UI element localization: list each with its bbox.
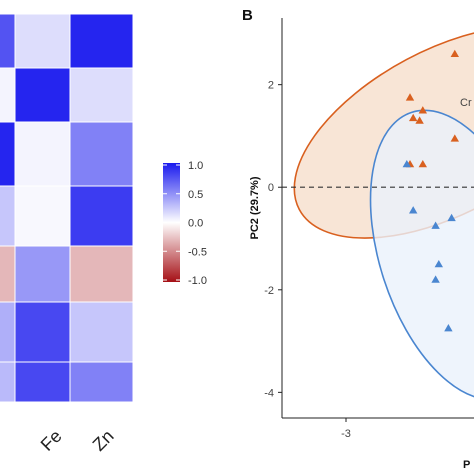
data-point-blue <box>434 259 443 268</box>
colorbar-tick-label: 0.0 <box>188 218 203 230</box>
heatmap-cell <box>69 301 134 363</box>
data-point-orange <box>409 113 418 122</box>
heatmap-cell <box>0 121 16 187</box>
heatmap-cell <box>69 361 134 403</box>
y-axis-title: PC2 (29.7%) <box>249 176 261 239</box>
heatmap-cell <box>69 13 134 69</box>
y-tick-label: 2 <box>268 80 274 92</box>
panel-label-b: B <box>242 7 253 24</box>
correlation-heatmap <box>0 13 134 403</box>
colorbar-tick-label: 0.5 <box>188 189 203 201</box>
heatmap-cell <box>14 67 71 123</box>
heatmap-cell <box>14 301 71 363</box>
heatmap-column-label-fe: Fe <box>37 426 66 455</box>
heatmap-cell <box>0 67 16 123</box>
heatmap-cell <box>0 13 16 69</box>
confidence-ellipse-blue <box>369 109 474 401</box>
x-tick-label: -3 <box>341 428 351 440</box>
colorbar-gradient <box>163 163 180 282</box>
group-label-fragment: Cr <box>460 97 472 109</box>
data-point-blue <box>447 213 456 222</box>
data-point-blue <box>444 324 453 332</box>
colorbar: 1.0 0.5 0.0 -0.5 -1.0 <box>163 160 207 287</box>
heatmap-cell <box>0 185 16 247</box>
pca-scatter-plot: 2 0 -2 -4 -3 Cr <box>264 18 474 440</box>
heatmap-cell <box>0 361 16 403</box>
data-point-blue <box>431 221 440 229</box>
heatmap-cell <box>69 185 134 247</box>
colorbar-tick-label: 1.0 <box>188 160 203 172</box>
data-point-orange <box>450 49 459 58</box>
data-point-orange <box>405 93 415 101</box>
heatmap-cell <box>14 121 71 187</box>
x-axis-title-fragment: P <box>463 459 470 471</box>
heatmap-cell <box>69 245 134 303</box>
data-point-orange <box>418 159 427 168</box>
data-point-orange <box>418 106 427 114</box>
data-point-orange <box>450 134 459 142</box>
heatmap-cell <box>14 13 71 69</box>
y-tick-label: -2 <box>264 285 274 297</box>
heatmap-cell <box>0 301 16 363</box>
heatmap-column-label-zn: Zn <box>89 426 118 455</box>
colorbar-tick-label: -0.5 <box>188 246 207 258</box>
y-tick-label: 0 <box>268 182 274 194</box>
colorbar-ticks: 1.0 0.5 0.0 -0.5 -1.0 <box>163 160 207 287</box>
heatmap-column-labels: Fe Zn <box>37 426 118 455</box>
colorbar-tick-label: -1.0 <box>188 275 207 287</box>
y-tick-label: -4 <box>264 387 274 399</box>
data-point-blue <box>409 206 418 214</box>
data-point-blue <box>402 159 411 168</box>
heatmap-cell <box>0 245 16 303</box>
data-point-blue <box>431 275 440 283</box>
heatmap-cell <box>69 67 134 123</box>
heatmap-cell <box>69 121 134 187</box>
data-point-orange <box>415 116 424 124</box>
heatmap-cell <box>14 185 71 247</box>
heatmap-cell <box>14 361 71 403</box>
heatmap-cell <box>14 245 71 303</box>
